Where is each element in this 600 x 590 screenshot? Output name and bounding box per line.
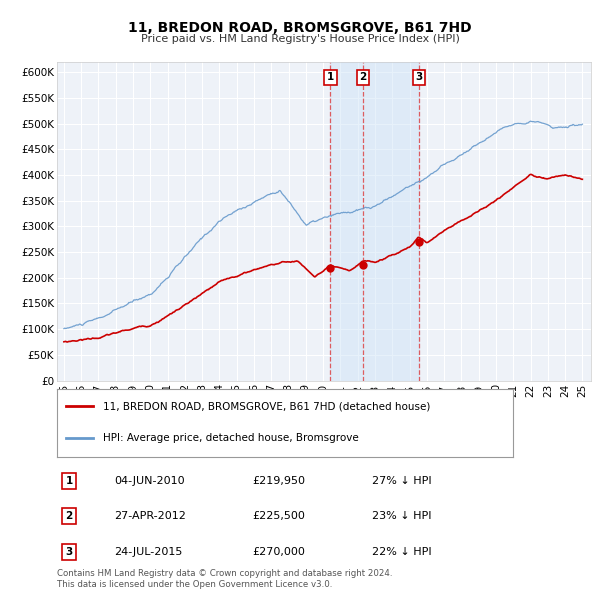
Text: 24-JUL-2015: 24-JUL-2015: [114, 547, 182, 556]
Text: Price paid vs. HM Land Registry's House Price Index (HPI): Price paid vs. HM Land Registry's House …: [140, 34, 460, 44]
Text: £270,000: £270,000: [252, 547, 305, 556]
Text: £225,500: £225,500: [252, 512, 305, 521]
Text: 1: 1: [65, 476, 73, 486]
Text: This data is licensed under the Open Government Licence v3.0.: This data is licensed under the Open Gov…: [57, 579, 332, 589]
Text: HPI: Average price, detached house, Bromsgrove: HPI: Average price, detached house, Brom…: [103, 433, 358, 443]
Text: 3: 3: [416, 73, 423, 83]
Bar: [331, 62, 419, 381]
Text: 04-JUN-2010: 04-JUN-2010: [114, 476, 185, 486]
Text: £219,950: £219,950: [252, 476, 305, 486]
Text: 23% ↓ HPI: 23% ↓ HPI: [372, 512, 431, 521]
Text: 11, BREDON ROAD, BROMSGROVE, B61 7HD (detached house): 11, BREDON ROAD, BROMSGROVE, B61 7HD (de…: [103, 401, 430, 411]
Text: 11, BREDON ROAD, BROMSGROVE, B61 7HD: 11, BREDON ROAD, BROMSGROVE, B61 7HD: [128, 21, 472, 35]
Text: 2: 2: [359, 73, 367, 83]
Text: 22% ↓ HPI: 22% ↓ HPI: [372, 547, 431, 556]
Text: 1: 1: [327, 73, 334, 83]
Text: 27-APR-2012: 27-APR-2012: [114, 512, 186, 521]
Text: 27% ↓ HPI: 27% ↓ HPI: [372, 476, 431, 486]
Text: Contains HM Land Registry data © Crown copyright and database right 2024.: Contains HM Land Registry data © Crown c…: [57, 569, 392, 578]
Text: 2: 2: [65, 512, 73, 521]
Text: 3: 3: [65, 547, 73, 556]
